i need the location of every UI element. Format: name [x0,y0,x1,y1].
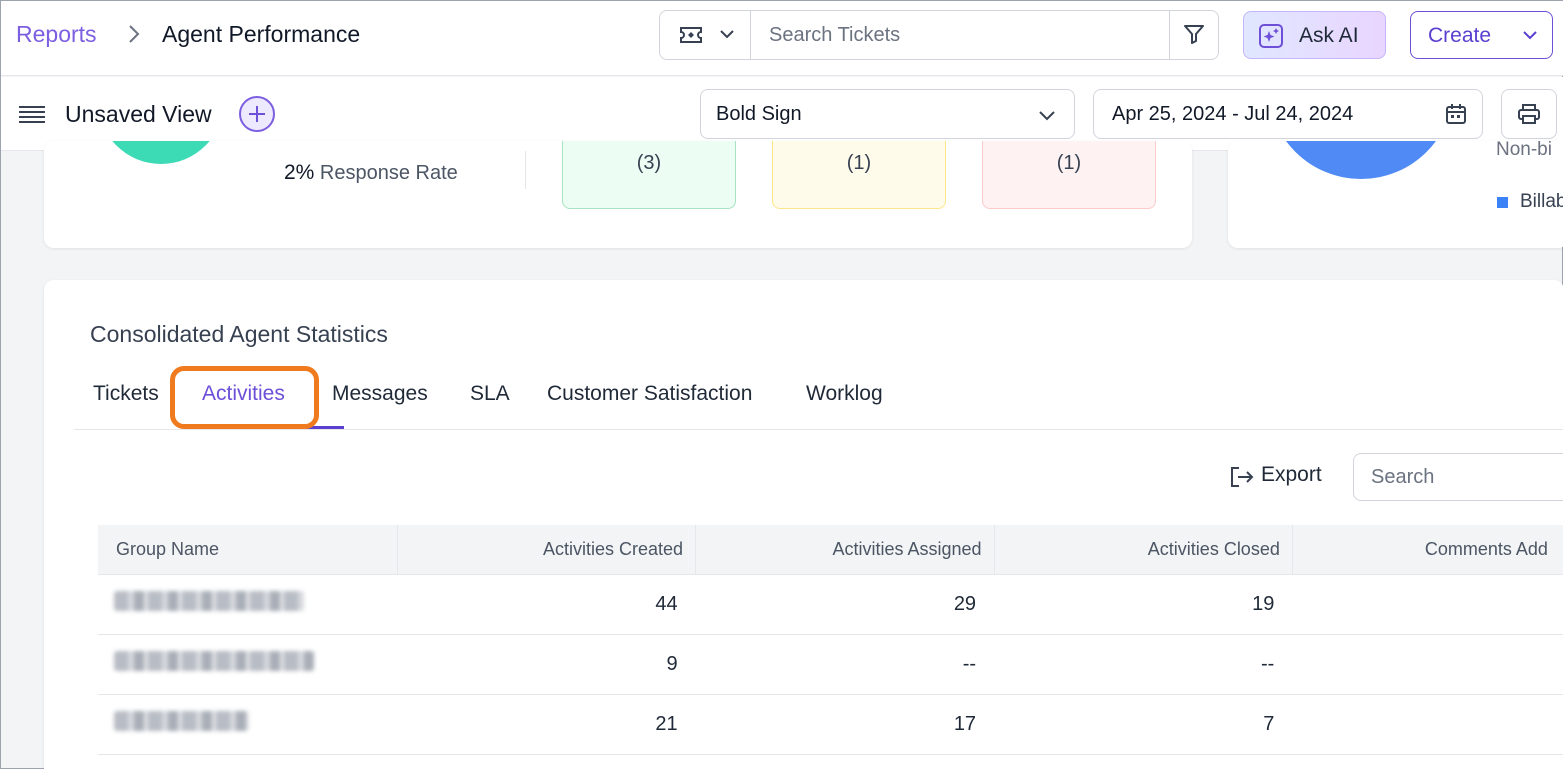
add-view-button[interactable] [239,96,275,132]
calendar-icon [1446,104,1466,124]
table-row[interactable]: 9 -- -- [98,634,1563,695]
table-row[interactable]: 44 29 19 4 [98,574,1563,635]
activities-table: Group Name Activities Created Activities… [98,525,1563,755]
export-icon [1231,467,1254,487]
comments-added-cell [1292,634,1563,695]
ask-ai-button[interactable]: Ask AI [1243,11,1386,59]
redacted-name [114,591,304,611]
chevron-down-icon [1039,111,1055,121]
redacted-name [114,711,249,731]
section-title: Consolidated Agent Statistics [90,321,388,347]
activities-created-cell: 44 [397,574,696,635]
print-button[interactable] [1501,89,1557,139]
ask-ai-label: Ask AI [1299,24,1359,47]
printer-icon [1518,104,1540,124]
tab-activities[interactable]: Activities [202,382,285,405]
ticket-icon [680,27,702,43]
legend-label-non-billable: Non-bi [1496,141,1552,160]
ticket-search-input[interactable] [752,11,1170,59]
activities-assigned-cell: 29 [695,574,995,635]
column-header-activities-closed[interactable]: Activities Closed [994,525,1293,575]
brand-select-value: Bold Sign [716,103,802,125]
export-label: Export [1261,463,1322,486]
filter-button[interactable] [1169,11,1218,59]
tab-messages[interactable]: Messages [332,382,428,405]
response-rate: 2% Response Rate [284,161,458,185]
redacted-name [114,651,314,671]
chevron-down-icon [1523,31,1537,40]
activities-closed-cell: 7 [994,694,1293,755]
breadcrumb-reports-link[interactable]: Reports [16,21,97,47]
column-header-activities-created[interactable]: Activities Created [397,525,697,575]
legend-swatch [1497,197,1508,208]
column-header-group-name[interactable]: Group Name [98,525,398,575]
create-label: Create [1428,24,1492,47]
activities-closed-cell: 19 [994,574,1293,635]
tab-customer-satisfaction[interactable]: Customer Satisfaction [547,382,753,405]
tab-worklog[interactable]: Worklog [806,382,883,405]
divider [525,151,526,189]
view-toolbar: Unsaved View Bold Sign Apr 25, 2024 - Ju… [1,77,1563,151]
plus-icon [249,106,265,122]
activities-closed-cell: -- [994,634,1293,695]
group-name-cell [98,574,398,635]
group-name-cell [98,634,398,695]
column-header-comments-added[interactable]: Comments Add [1292,525,1563,575]
activities-created-cell: 9 [397,634,696,695]
response-rate-value: 2% [284,161,315,184]
response-rate-label: Response Rate [319,162,458,184]
stat-box-red[interactable]: (1) [982,141,1156,209]
page-title: Agent Performance [162,21,361,47]
search-type-dropdown[interactable] [660,11,751,59]
export-button[interactable]: Export [1229,460,1339,494]
view-title: Unsaved View [65,101,212,127]
response-donut-chart [112,141,210,164]
top-header: Reports Agent Performance Ask AI [1,1,1563,76]
table-row[interactable]: 21 17 7 [98,694,1563,755]
activities-created-cell: 21 [397,694,696,755]
create-button[interactable]: Create [1410,11,1553,59]
tab-sla[interactable]: SLA [470,382,510,405]
comments-added-cell [1292,694,1563,755]
stat-box-green[interactable]: (3) [562,141,736,209]
table-header-row: Group Name Activities Created Activities… [98,525,1563,575]
activities-assigned-cell: 17 [695,694,995,755]
tab-tickets[interactable]: Tickets [93,382,159,405]
chevron-down-icon [720,30,734,39]
chevron-right-icon [129,25,140,43]
statistics-tabs: Tickets Activities Messages SLA Customer… [74,360,1563,430]
date-range-value: Apr 25, 2024 - Jul 24, 2024 [1112,103,1354,125]
column-header-activities-assigned[interactable]: Activities Assigned [695,525,995,575]
billable-summary-card: Non-bi Billab [1228,141,1563,248]
comments-added-cell: 4 [1292,574,1563,635]
brand-select[interactable]: Bold Sign [700,89,1075,139]
group-name-cell [98,694,398,755]
ai-sparkle-icon [1259,24,1283,48]
tab-highlight-annotation [170,366,319,429]
legend-label-billable: Billab [1520,191,1563,212]
response-summary-card: 2% Response Rate (3) (1) (1) [44,141,1192,248]
stat-box-yellow[interactable]: (1) [772,141,946,209]
filter-icon [1184,25,1204,44]
hamburger-menu-icon[interactable] [19,104,45,124]
table-search-input[interactable] [1353,453,1563,501]
activities-assigned-cell: -- [695,634,995,695]
ticket-search-group [659,10,1219,60]
consolidated-agent-statistics-card: Consolidated Agent Statistics Tickets Ac… [44,280,1563,769]
date-range-picker[interactable]: Apr 25, 2024 - Jul 24, 2024 [1093,89,1483,139]
billable-donut-chart [1286,141,1436,179]
